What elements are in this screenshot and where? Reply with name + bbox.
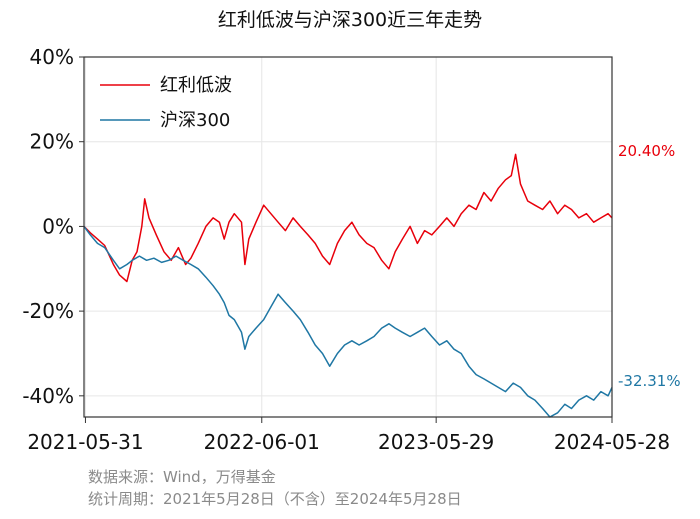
legend: 红利低波 沪深300: [100, 75, 232, 131]
y-tick-label: -40%: [22, 384, 74, 408]
period-note: 统计周期：2021年5月28日（不含）至2024年5月28日: [88, 490, 462, 508]
series-line-0: [83, 153, 613, 283]
y-tick-label: -20%: [22, 299, 74, 323]
series-layer: [83, 153, 613, 418]
end-label-0: 20.40%: [618, 142, 675, 160]
y-axis: 40% 20% 0% -20% -40%: [22, 45, 84, 408]
x-tick-label: 2021-05-31: [27, 430, 143, 454]
plot-frame: [83, 56, 613, 418]
x-axis: 2021-05-31 2022-06-01 2023-05-29 2024-05-28: [27, 417, 670, 454]
legend-label-0: 红利低波: [160, 75, 232, 96]
y-tick-label: 20%: [30, 130, 74, 154]
y-tick-label: 40%: [30, 45, 74, 69]
legend-label-1: 沪深300: [160, 110, 230, 131]
chart-title: 红利低波与沪深300近三年走势: [218, 9, 482, 31]
y-tick-label: 0%: [42, 214, 74, 238]
x-tick-label: 2023-05-29: [378, 430, 494, 454]
x-tick-label: 2024-05-28: [554, 430, 670, 454]
x-tick-label: 2022-06-01: [204, 430, 320, 454]
end-label-1: -32.31%: [618, 372, 681, 390]
source-note: 数据来源：Wind，万得基金: [88, 468, 276, 486]
series-line-1: [83, 225, 613, 418]
